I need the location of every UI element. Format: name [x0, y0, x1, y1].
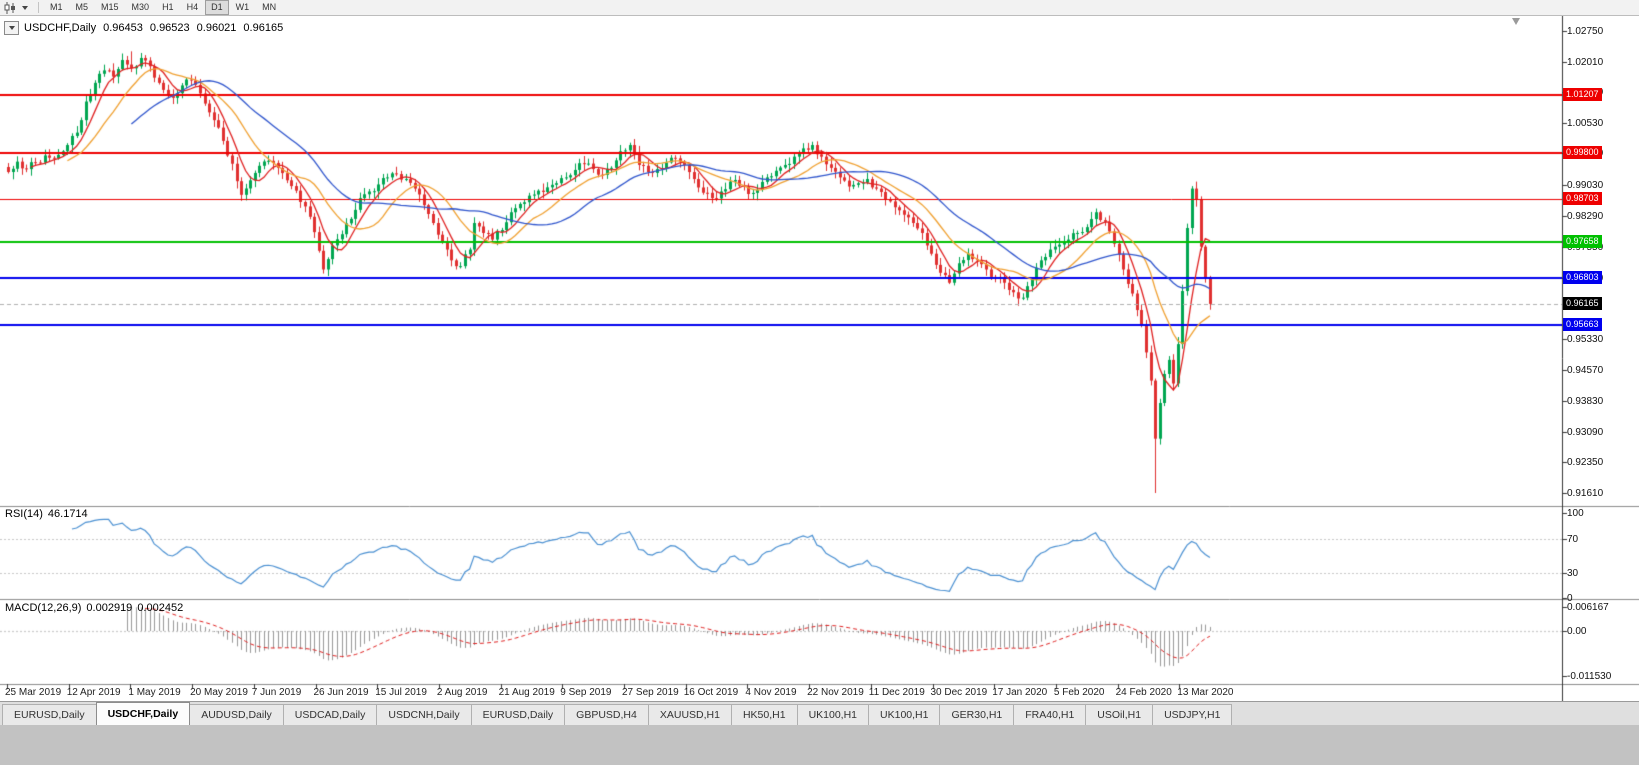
price-tick-label: 0.93830	[1567, 395, 1604, 407]
chart-shift-marker	[1512, 18, 1520, 25]
date-tick-label: 26 Jun 2019	[313, 687, 369, 698]
date-tick-label: 22 Nov 2019	[807, 687, 864, 698]
chart-tab-fra40-h1[interactable]: FRA40,H1	[1013, 704, 1087, 725]
ohlc-high-value: 0.96523	[149, 22, 190, 34]
timeframe-button-w1[interactable]: W1	[235, 2, 250, 12]
price-tick-label: 1.00530	[1567, 118, 1604, 130]
symbol-dropdown-icon[interactable]	[4, 21, 19, 35]
macd-indicator-label: MACD(12,26,9) 0.002919 0.002452	[5, 602, 188, 614]
chart-tab-usdcnh-daily[interactable]: USDCNH,Daily	[376, 704, 472, 725]
date-tick-label: 1 May 2019	[128, 687, 181, 698]
rsi-tick-label: 70	[1567, 533, 1579, 545]
macd-tick-label: -0.011530	[1567, 670, 1612, 682]
price-tick-label: 0.91610	[1567, 488, 1604, 499]
chart-tab-uk100-h1[interactable]: UK100,H1	[796, 704, 870, 725]
ohlc-open-value: 0.96453	[103, 22, 143, 34]
chart-symbol-label: USDCHF,Daily	[24, 22, 97, 34]
level-price-label[interactable]: 0.98703	[1563, 191, 1602, 205]
date-tick-label: 30 Dec 2019	[930, 687, 988, 698]
level-price-label[interactable]: 0.97658	[1563, 235, 1602, 249]
rsi-tick-label: 30	[1567, 567, 1579, 579]
date-tick-label: 21 Aug 2019	[498, 687, 555, 698]
macd-name: MACD(12,26,9)	[5, 602, 82, 614]
chart-tabs: EURUSD,Daily USDCHF,Daily AUDUSD,Daily USDC…	[2, 702, 1233, 725]
date-tick-label: 16 Oct 2019	[683, 687, 739, 698]
chart-window: USDCHF,Daily 0.96453 0.96523 0.96021 0.9…	[0, 16, 1639, 701]
macd-tick-label: 0.006167	[1567, 601, 1609, 613]
level-price-label[interactable]: 0.95663	[1563, 317, 1602, 331]
rsi-tick-label: 0	[1567, 593, 1573, 604]
date-tick-label: 9 Sep 2019	[560, 687, 612, 698]
level-price-label[interactable]: 0.99800	[1563, 146, 1602, 160]
date-tick-label: 27 Sep 2019	[622, 687, 679, 698]
chart-tab-eurusd-daily[interactable]: EURUSD,Daily	[2, 704, 97, 725]
chart-tab-usdcad-daily[interactable]: USDCAD,Daily	[282, 704, 378, 725]
date-tick-label: 2 Aug 2019	[436, 687, 488, 698]
timeframe-button-h1[interactable]: H1	[162, 2, 174, 12]
chart-title: USDCHF,Daily 0.96453 0.96523 0.96021 0.9…	[4, 21, 283, 35]
chart-tab-xauusd-h1[interactable]: XAUUSD,H1	[647, 704, 732, 725]
price-tick-label: 0.92350	[1567, 457, 1604, 469]
ohlc-low-value: 0.96021	[196, 22, 237, 34]
price-chart-canvas[interactable]	[0, 16, 1639, 701]
macd-signal-current-value: 0.002452	[137, 602, 184, 614]
chart-tab-hk50-h1[interactable]: HK50,H1	[730, 704, 798, 725]
chevron-down-icon[interactable]	[18, 2, 32, 14]
macd-current-value: 0.002919	[86, 602, 133, 614]
date-tick-label: 24 Feb 2020	[1115, 687, 1172, 698]
price-tick-label: 0.98290	[1567, 210, 1604, 222]
timeframe-buttons: M1 M5 M15 M30 H1 H4 D1 W1 MN	[44, 0, 282, 15]
ohlc-close-value: 0.96165	[243, 22, 284, 34]
timeframe-button-d1[interactable]: D1	[205, 0, 229, 15]
date-tick-label: 4 Nov 2019	[745, 687, 797, 698]
candlestick-chart-icon[interactable]	[3, 1, 17, 14]
timeframe-button-m5[interactable]: M5	[75, 2, 89, 12]
timeframe-button-m30[interactable]: M30	[131, 2, 150, 12]
date-tick-label: 12 Apr 2019	[66, 687, 121, 698]
timeframe-toolbar: M1 M5 M15 M30 H1 H4 D1 W1 MN	[0, 0, 1639, 16]
chart-tabbar: EURUSD,Daily USDCHF,Daily AUDUSD,Daily USDC…	[0, 701, 1639, 725]
rsi-name: RSI(14)	[5, 508, 43, 520]
date-tick-label: 15 Jul 2019	[375, 687, 427, 698]
timeframe-button-mn[interactable]: MN	[262, 2, 277, 12]
chart-tab-eurusd-daily[interactable]: EURUSD,Daily	[470, 704, 566, 725]
date-tick-label: 7 Jun 2019	[251, 687, 302, 698]
current-price-label: 0.96165	[1563, 297, 1602, 311]
timeframe-button-m15[interactable]: M15	[101, 2, 119, 12]
rsi-current-value: 46.1714	[47, 508, 88, 520]
price-tick-label: 1.02010	[1567, 56, 1604, 68]
chart-tab-gbpusd-h4[interactable]: GBPUSD,H4	[564, 704, 649, 725]
date-tick-label: 11 Dec 2019	[868, 687, 925, 698]
chart-tab-ger30-h1[interactable]: GER30,H1	[939, 704, 1015, 725]
price-tick-label: 0.94570	[1567, 365, 1604, 377]
rsi-tick-label: 100	[1567, 508, 1584, 519]
chart-tab-usoil-h1[interactable]: USOil,H1	[1085, 704, 1154, 725]
toolbar-separator	[38, 2, 39, 13]
date-tick-label: 25 Mar 2019	[5, 687, 62, 698]
level-price-label[interactable]: 0.96803	[1563, 270, 1602, 284]
chart-tab-uk100-h1[interactable]: UK100,H1	[868, 704, 941, 725]
chart-tab-audusd-daily[interactable]: AUDUSD,Daily	[189, 704, 284, 725]
date-tick-label: 20 May 2019	[190, 687, 248, 698]
price-tick-label: 0.99030	[1567, 180, 1604, 192]
timeframe-button-m1[interactable]: M1	[50, 2, 63, 12]
price-tick-label: 0.95330	[1567, 333, 1604, 345]
timeframe-button-h4[interactable]: H4	[186, 2, 199, 12]
rsi-indicator-label: RSI(14) 46.1714	[5, 508, 93, 520]
chart-tab-usdchf-daily[interactable]: USDCHF,Daily	[95, 702, 191, 725]
level-price-label[interactable]: 1.01207	[1563, 87, 1602, 101]
macd-tick-label: 0.00	[1567, 626, 1587, 637]
date-tick-label: 13 Mar 2020	[1177, 687, 1234, 698]
date-tick-label: 5 Feb 2020	[1053, 687, 1105, 698]
chart-tab-usdjpy-h1[interactable]: USDJPY,H1	[1152, 704, 1233, 725]
price-tick-label: 0.93090	[1567, 426, 1604, 438]
date-tick-label: 17 Jan 2020	[992, 687, 1048, 698]
price-tick-label: 1.02750	[1567, 26, 1604, 37]
